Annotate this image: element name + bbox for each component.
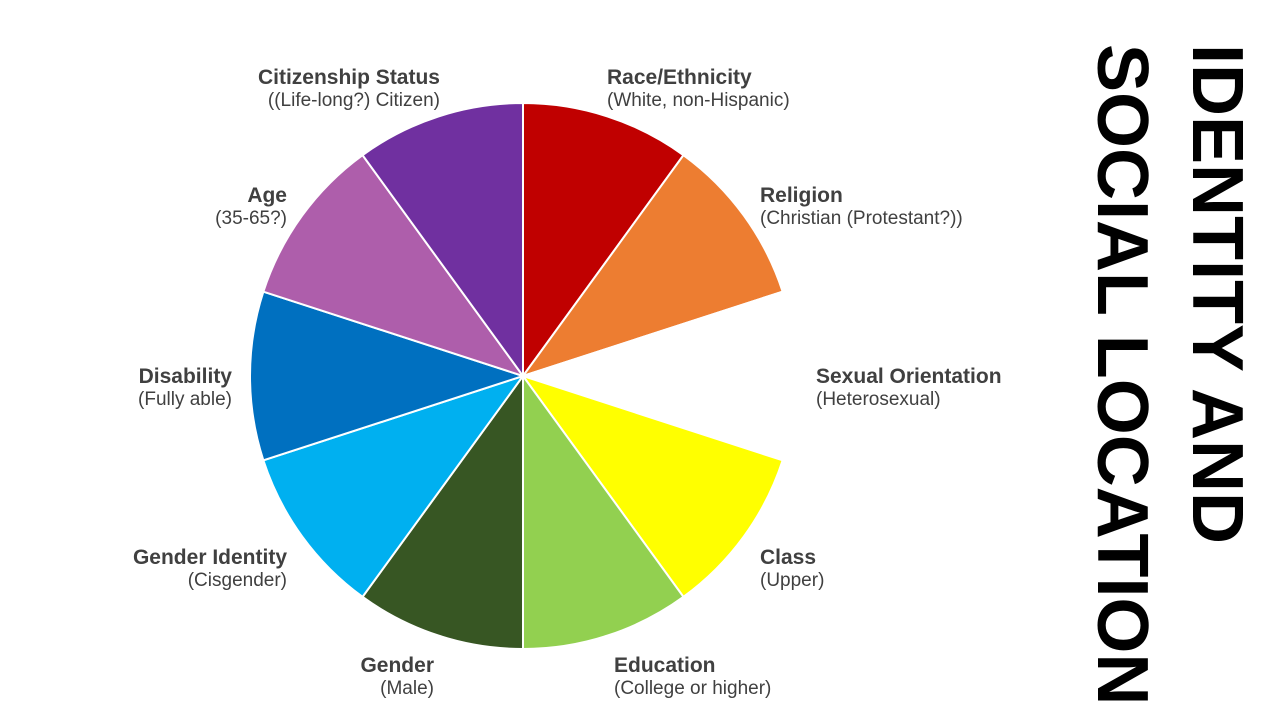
segment-disability	[249, 290, 527, 462]
label-religion-subtitle: (Christian (Protestant?))	[760, 208, 963, 229]
label-education-subtitle: (College or higher)	[614, 678, 772, 699]
segment-religion	[520, 153, 784, 378]
label-citizenship-subtitle: ((Life-long?) Citizen)	[267, 90, 440, 111]
label-sexual-orientation-subtitle: (Heterosexual)	[816, 389, 941, 410]
label-sexual-orientation-title: Sexual Orientation	[816, 365, 1002, 388]
label-age: Age (35-65?)	[215, 184, 287, 230]
segment-class	[520, 374, 784, 599]
label-education-title: Education	[614, 654, 716, 677]
label-race-subtitle: (White, non-Hispanic)	[607, 90, 790, 111]
label-education: Education (College or higher)	[614, 654, 771, 700]
label-gender-identity: Gender Identity (Cisgender)	[133, 546, 287, 592]
page-title-line-2: SOCIAL LOCATION	[1082, 44, 1162, 706]
label-gender-title: Gender	[360, 654, 434, 677]
label-disability-subtitle: (Fully able)	[138, 389, 232, 410]
segment-gender	[361, 372, 524, 651]
label-citizenship: Citizenship Status ((Life-long?) Citizen…	[258, 66, 440, 112]
label-citizenship-title: Citizenship Status	[257, 66, 440, 89]
label-class-title: Class	[760, 546, 817, 569]
label-disability: Disability (Fully able)	[138, 365, 232, 411]
segment-citizenship	[361, 101, 524, 380]
label-class: Class (Upper)	[760, 546, 824, 592]
segment-race	[522, 101, 685, 380]
label-age-title: Age	[247, 184, 287, 207]
label-class-subtitle: (Upper)	[760, 570, 825, 591]
label-gender-identity-title: Gender Identity	[132, 546, 287, 569]
segment-gender-identity	[262, 374, 526, 599]
label-gender: Gender (Male)	[360, 654, 434, 700]
label-gender-subtitle: (Male)	[380, 678, 434, 699]
page-title-line-1: IDENTITY AND	[1177, 44, 1257, 545]
segment-education	[522, 372, 685, 651]
segment-sexual-orientation	[519, 290, 797, 462]
label-race: Race/Ethnicity (White, non-Hispanic)	[607, 66, 790, 112]
label-religion-title: Religion	[760, 184, 843, 207]
label-religion: Religion (Christian (Protestant?))	[760, 184, 963, 230]
segment-age	[262, 153, 526, 378]
label-age-subtitle: (35-65?)	[215, 208, 287, 229]
label-race-title: Race/Ethnicity	[607, 66, 752, 89]
label-gender-identity-subtitle: (Cisgender)	[187, 570, 287, 591]
label-sexual-orientation: Sexual Orientation (Heterosexual)	[816, 365, 1002, 411]
label-disability-title: Disability	[138, 365, 232, 388]
